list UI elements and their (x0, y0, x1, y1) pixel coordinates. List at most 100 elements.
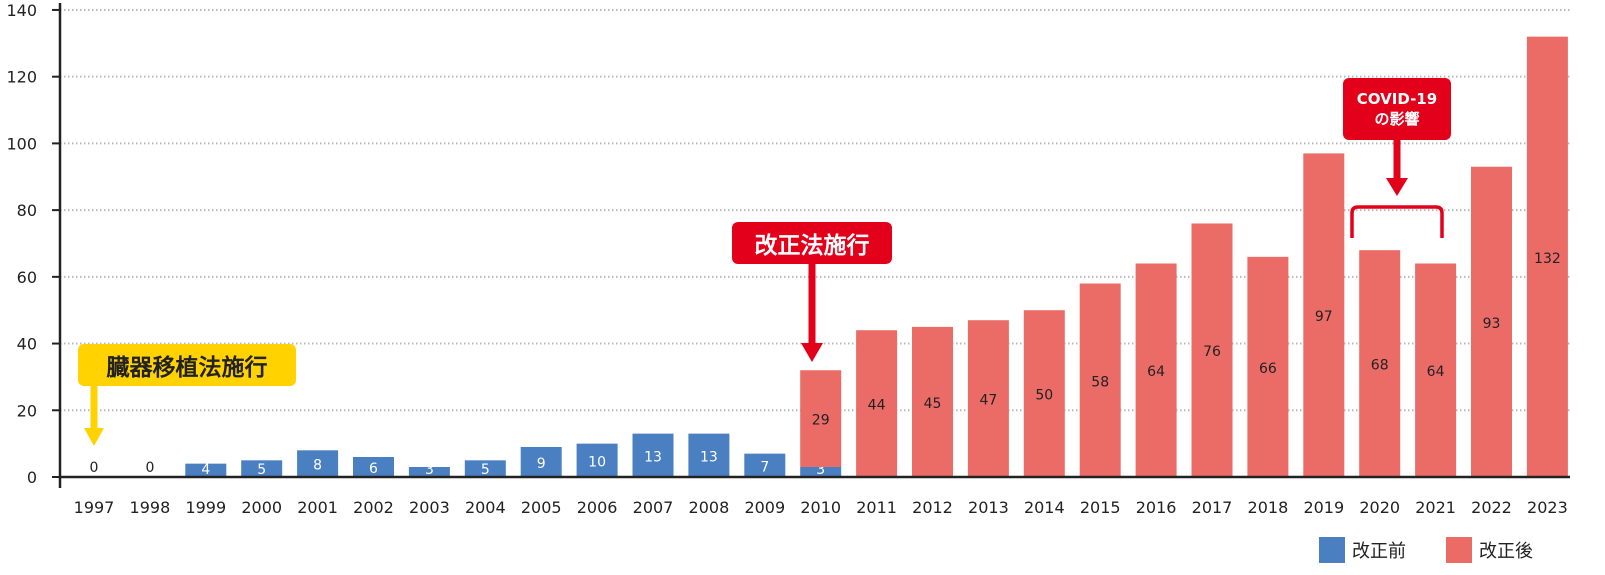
data-label-2015-after: 58 (1091, 374, 1109, 390)
organ-law-arrow-head (84, 428, 104, 446)
data-label-2003-before: 3 (425, 462, 434, 478)
bar-2004-before (464, 460, 506, 477)
x-tick-label-2023: 2023 (1527, 498, 1568, 517)
data-label-2013-after: 47 (979, 393, 997, 409)
x-tick-label-2012: 2012 (912, 498, 953, 517)
x-tick-label-2000: 2000 (241, 498, 282, 517)
x-tick-label-2004: 2004 (465, 498, 506, 517)
data-label-2004-before: 5 (481, 462, 490, 478)
bar-2009-before (744, 453, 786, 477)
data-label-2012-after: 45 (924, 396, 942, 412)
covid-callout: COVID-19 の影響 (1343, 78, 1451, 140)
bar-2005-before (520, 446, 562, 477)
y-tick-label-40: 40 (17, 335, 37, 354)
data-label-2001-before: 8 (313, 458, 322, 474)
legend-item-after: 改正後 (1446, 537, 1533, 563)
legend-swatch-after (1446, 537, 1472, 563)
bar-2014-after (1023, 310, 1065, 477)
data-label-2009-before: 7 (760, 459, 769, 475)
data-label-2010-after: 29 (812, 413, 830, 429)
data-label-2008-before: 13 (700, 449, 718, 465)
x-tick-label-2017: 2017 (1192, 498, 1233, 517)
bar-2001-before (297, 450, 339, 477)
bar-2017-after (1191, 223, 1233, 477)
covid-label-line2: の影響 (1374, 110, 1420, 128)
data-label-2016-after: 64 (1147, 364, 1165, 380)
y-tick-label-60: 60 (17, 268, 37, 287)
x-tick-label-2006: 2006 (577, 498, 618, 517)
bar-2002-before (353, 456, 394, 477)
revised-law-callout: 改正法施行 (732, 222, 892, 264)
data-label-2023-after: 132 (1534, 251, 1561, 267)
bar-2003-before (408, 466, 450, 477)
data-label-1997-zero: 0 (90, 460, 99, 476)
revised-law-arrow-head (801, 343, 823, 362)
data-label-2014-after: 50 (1035, 388, 1053, 404)
x-tick-label-2016: 2016 (1136, 498, 1177, 517)
x-tick-label-2001: 2001 (297, 498, 338, 517)
covid-label-line1: COVID-19 (1356, 90, 1438, 108)
data-label-2022-after: 93 (1483, 316, 1501, 332)
y-tick-label-100: 100 (6, 134, 37, 153)
bar-2011-after (856, 330, 898, 477)
bar-2016-after (1135, 263, 1177, 477)
data-label-2002-before: 6 (369, 461, 378, 477)
bar-2008-before (688, 433, 730, 477)
covid-arrow-head (1386, 178, 1408, 196)
y-tick-label-0: 0 (27, 468, 37, 487)
data-label-2017-after: 76 (1203, 344, 1221, 360)
bar-2020-after (1359, 250, 1401, 477)
organ-transplant-law-label: 臓器移植法施行 (106, 355, 268, 381)
y-tick-label-140: 140 (6, 1, 37, 20)
legend-swatch-before (1319, 537, 1345, 563)
x-tick-label-2007: 2007 (633, 498, 674, 517)
y-tick-label-80: 80 (17, 201, 37, 220)
x-tick-label-2015: 2015 (1080, 498, 1121, 517)
x-tick-label-2011: 2011 (856, 498, 897, 517)
bar-2013-after (967, 320, 1009, 477)
data-label-1999-before: 4 (201, 462, 210, 478)
x-tick-label-2009: 2009 (744, 498, 785, 517)
data-label-2000-before: 5 (257, 462, 266, 478)
x-tick-label-1998: 1998 (130, 498, 171, 517)
bar-2010-before (800, 466, 842, 477)
x-tick-label-1999: 1999 (185, 498, 226, 517)
x-tick-label-2021: 2021 (1415, 498, 1456, 517)
x-tick-label-2008: 2008 (689, 498, 730, 517)
data-label-2010-before: 3 (816, 462, 825, 478)
x-tick-label-2014: 2014 (1024, 498, 1065, 517)
x-tick-label-2002: 2002 (353, 498, 394, 517)
bar-2018-after (1247, 256, 1289, 477)
data-label-2006-before: 10 (588, 454, 606, 470)
data-label-2005-before: 9 (537, 456, 546, 472)
organ-transplant-law-callout: 臓器移植法施行 (78, 344, 296, 386)
x-tick-label-2020: 2020 (1359, 498, 1400, 517)
x-tick-label-2013: 2013 (968, 498, 1009, 517)
x-tick-label-2010: 2010 (800, 498, 841, 517)
data-label-2021-after: 64 (1427, 364, 1445, 380)
data-label-2007-before: 13 (644, 449, 662, 465)
legend-item-before: 改正前 (1319, 537, 1406, 563)
covid-bracket (1350, 205, 1444, 238)
bar-2010-after (800, 370, 842, 467)
x-tick-label-1997: 1997 (74, 498, 115, 517)
data-label-2020-after: 68 (1371, 358, 1389, 374)
y-tick-label-120: 120 (6, 68, 37, 87)
data-label-2018-after: 66 (1259, 361, 1277, 377)
legend-label-before: 改正前 (1352, 541, 1406, 562)
bar-2000-before (241, 460, 283, 477)
y-tick-label-20: 20 (17, 401, 37, 420)
legend-label-after: 改正後 (1479, 541, 1533, 562)
data-label-2011-after: 44 (868, 398, 886, 414)
bar-2022-after (1471, 166, 1512, 477)
x-tick-label-2019: 2019 (1303, 498, 1344, 517)
data-label-2019-after: 97 (1315, 309, 1333, 325)
bar-2015-after (1079, 283, 1121, 477)
x-tick-label-2018: 2018 (1248, 498, 1289, 517)
bar-2023-after (1526, 36, 1568, 477)
bar-2019-after (1303, 153, 1345, 477)
data-label-1998-zero: 0 (145, 460, 154, 476)
bar-2012-after (912, 326, 953, 477)
